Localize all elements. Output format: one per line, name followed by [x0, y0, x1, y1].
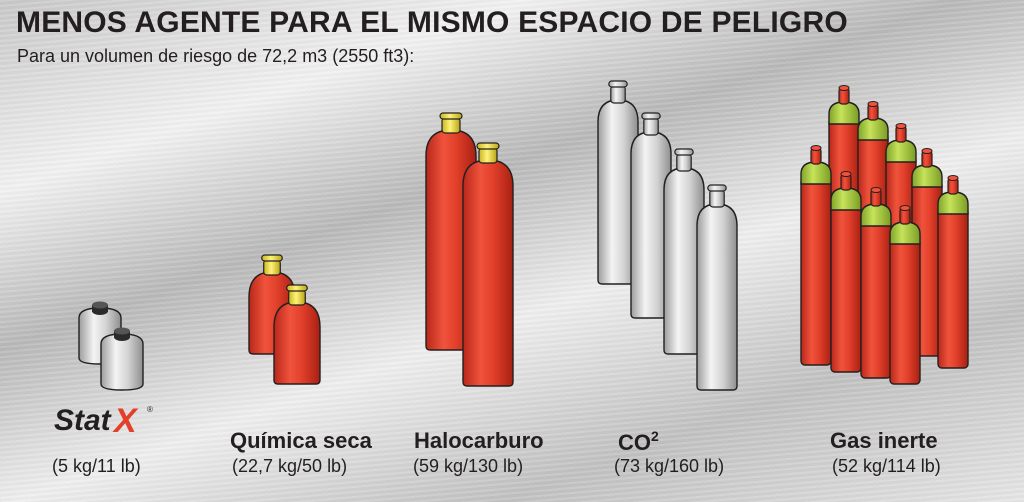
inert-gas-label: Gas inerte [830, 428, 938, 454]
svg-text:Stat: Stat [54, 404, 113, 437]
dry-chemical-label: Química seca [230, 428, 372, 454]
svg-text:®: ® [147, 405, 153, 414]
statx-cylinders [79, 302, 143, 391]
inert-gas-cylinders [801, 86, 968, 385]
dry-chemical-cylinders [249, 255, 320, 384]
dry-chemical-weight: (22,7 kg/50 lb) [232, 456, 347, 477]
inert-gas-weight: (52 kg/114 lb) [832, 456, 941, 477]
statx-weight: (5 kg/11 lb) [52, 456, 141, 477]
svg-text:X: X [112, 402, 139, 440]
halocarbon-label: Halocarburo [414, 428, 544, 454]
co2-label: CO2 [618, 428, 659, 456]
co2-label-superscript: 2 [651, 428, 659, 444]
co2-cylinders [598, 81, 737, 390]
halocarbon-cylinders [426, 113, 513, 386]
co2-weight: (73 kg/160 lb) [614, 456, 724, 477]
halocarbon-weight: (59 kg/130 lb) [413, 456, 523, 477]
statx-logo: Stat X ® [52, 398, 162, 442]
co2-label-text: CO [618, 430, 651, 455]
